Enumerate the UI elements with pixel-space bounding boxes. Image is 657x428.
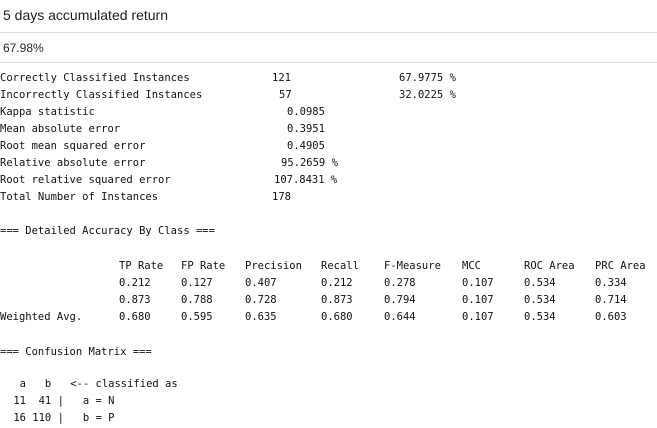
accuracy-column-header: Precision <box>245 260 302 272</box>
accuracy-value: 0.873 <box>119 294 151 306</box>
stat-label: Relative absolute error <box>0 157 146 169</box>
stat-label: Root relative squared error <box>0 174 171 186</box>
stat-label: Total Number of Instances <box>0 191 159 203</box>
stat-percent: 67.9775 % <box>399 72 456 84</box>
accuracy-column-header: TP Rate <box>119 260 164 272</box>
confusion-heading: === Confusion Matrix === <box>0 346 152 358</box>
classifier-output: Correctly Classified Instances 121 67.97… <box>0 63 657 428</box>
results-header: 5 days accumulated return <box>0 0 657 33</box>
accuracy-row: 0.212 0.127 0.407 0.212 0.278 0.107 0.53… <box>0 276 627 290</box>
accuracy-value: 0.534 <box>524 294 556 306</box>
stat-row: Incorrectly Classified Instances 57 32.0… <box>0 88 456 102</box>
accuracy-value: 0.212 <box>119 277 151 289</box>
stat-value: 107.8431 % <box>274 174 338 186</box>
confusion-row: 11 41 | a = N <box>7 395 115 407</box>
accuracy-value: 0.680 <box>119 311 151 323</box>
stat-label: Kappa statistic <box>0 106 95 118</box>
accuracy-value: 0.534 <box>524 311 556 323</box>
confusion-row: 16 110 | b = P <box>7 412 115 424</box>
accuracy-column-header: ROC Area <box>524 260 575 272</box>
accuracy-value: 0.728 <box>245 294 277 306</box>
stat-value: 178 <box>272 191 291 203</box>
accuracy-value: 0.107 <box>462 294 494 306</box>
accuracy-value: 0.644 <box>384 311 416 323</box>
stat-value: 0.3951 <box>287 123 325 135</box>
accuracy-value: 0.595 <box>181 311 213 323</box>
accuracy-row-weighted: Weighted Avg. 0.680 0.595 0.635 0.680 0.… <box>0 310 627 324</box>
accuracy-value: 0.714 <box>595 294 627 306</box>
stat-row: Relative absolute error 95.2659 % <box>0 156 338 170</box>
results-title: 5 days accumulated return <box>3 7 168 23</box>
stat-label: Root mean squared error <box>0 140 146 152</box>
stat-value: 0.0985 <box>287 106 325 118</box>
accuracy-column-header: MCC <box>462 260 481 272</box>
stat-value: 95.2659 % <box>281 157 338 169</box>
accuracy-value: 0.603 <box>595 311 627 323</box>
summary-value-row: 67.98% <box>0 33 657 63</box>
accuracy-value: 0.127 <box>181 277 213 289</box>
accuracy-row: 0.873 0.788 0.728 0.873 0.794 0.107 0.53… <box>0 293 627 307</box>
stat-row: Root mean squared error 0.4905 <box>0 139 325 153</box>
stat-label: Mean absolute error <box>0 123 121 135</box>
accuracy-value: 0.278 <box>384 277 416 289</box>
accuracy-value: 0.107 <box>462 277 494 289</box>
accuracy-heading: === Detailed Accuracy By Class === <box>0 225 215 237</box>
accuracy-column-header: FP Rate <box>181 260 226 272</box>
accuracy-value: 0.680 <box>321 311 353 323</box>
summary-value: 67.98% <box>3 41 44 55</box>
stat-percent: 32.0225 % <box>399 89 456 101</box>
accuracy-value: 0.107 <box>462 311 494 323</box>
accuracy-value: 0.635 <box>245 311 277 323</box>
stat-label: Correctly Classified Instances <box>0 72 190 84</box>
accuracy-value: 0.794 <box>384 294 416 306</box>
accuracy-header-row: TP Rate FP Rate Precision Recall F-Measu… <box>0 259 646 273</box>
stat-label: Incorrectly Classified Instances <box>0 89 203 101</box>
stat-row: Total Number of Instances 178 <box>0 190 291 204</box>
stat-row: Root relative squared error 107.8431 % <box>0 173 337 187</box>
accuracy-value: 0.407 <box>245 277 277 289</box>
accuracy-value: 0.334 <box>595 277 627 289</box>
stat-value: 57 <box>279 89 292 101</box>
stat-row: Correctly Classified Instances 121 67.97… <box>0 71 456 85</box>
confusion-header: a b <-- classified as <box>7 378 178 390</box>
accuracy-value: 0.873 <box>321 294 353 306</box>
stat-row: Kappa statistic 0.0985 <box>0 105 325 119</box>
stat-value: 121 <box>272 72 291 84</box>
accuracy-column-header: Recall <box>321 260 359 272</box>
stat-value: 0.4905 <box>287 140 325 152</box>
accuracy-value: 0.212 <box>321 277 353 289</box>
weighted-avg-label: Weighted Avg. <box>0 311 83 323</box>
accuracy-value: 0.788 <box>181 294 213 306</box>
stat-row: Mean absolute error 0.3951 <box>0 122 325 136</box>
accuracy-value: 0.534 <box>524 277 556 289</box>
accuracy-column-header: F-Measure <box>384 260 441 272</box>
accuracy-column-header: PRC Area <box>595 260 646 272</box>
